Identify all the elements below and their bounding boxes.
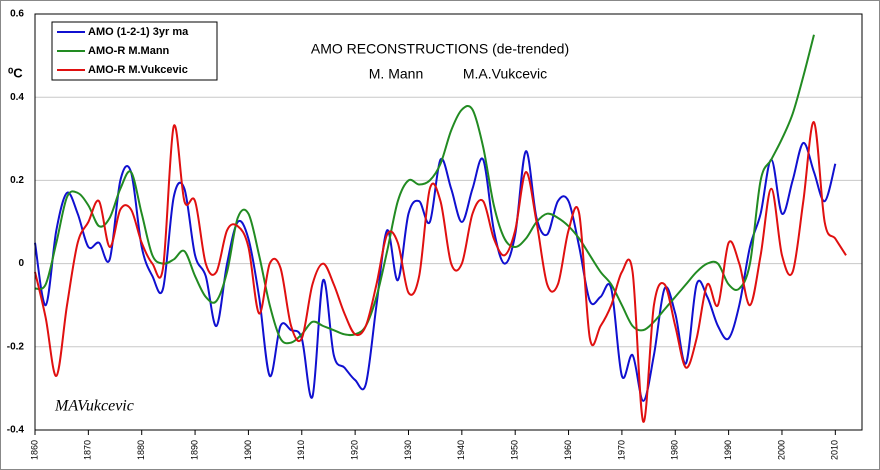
x-tick-label: 1990: [723, 440, 733, 460]
y-tick-label: 0: [18, 258, 24, 269]
x-tick-label: 1920: [350, 440, 360, 460]
annotation: MAVukcevic: [54, 398, 134, 415]
x-tick-label: 1980: [670, 440, 680, 460]
lines: [34, 34, 847, 423]
x-tick-label: 1970: [616, 440, 626, 460]
y-axis-label: ⁰C: [8, 65, 23, 80]
x-tick-label: 1950: [510, 440, 520, 460]
subtitle: M. Mann: [369, 66, 423, 82]
y-tick-label: 0.6: [10, 9, 24, 20]
x-tick-label: 1890: [189, 440, 199, 460]
y-tick-label: 0.2: [10, 175, 24, 186]
x-tick-label: 1960: [563, 440, 573, 460]
x-tick-label: 1940: [456, 440, 466, 460]
y-tick-label: -0.4: [7, 425, 25, 436]
x-tick-label: 1930: [403, 440, 413, 460]
series-line: [34, 141, 837, 402]
x-tick-label: 1860: [29, 440, 39, 460]
x-tick-label: 2000: [776, 440, 786, 460]
y-tick-label: 0.4: [10, 92, 24, 103]
x-tick-label: 1870: [83, 440, 93, 460]
legend-label: AMO-R M.Vukcevic: [88, 64, 188, 76]
x-tick-label: 2010: [830, 440, 840, 460]
legend-label: AMO-R M.Mann: [88, 45, 170, 57]
subtitle: M.A.Vukcevic: [463, 66, 547, 82]
x-tick-label: 1910: [296, 440, 306, 460]
x-tick-label: 1900: [243, 440, 253, 460]
y-tick-label: -0.2: [7, 341, 25, 352]
legend-label: AMO (1-2-1) 3yr ma: [88, 26, 189, 38]
plot-border: [34, 13, 863, 431]
chart-title: AMO RECONSTRUCTIONS (de-trended): [311, 41, 569, 57]
x-tick-label: 1880: [136, 440, 146, 460]
legend: AMO (1-2-1) 3yr ma AMO-R M.Mann AMO-R M.Vu…: [51, 21, 218, 81]
series-line: [34, 121, 847, 423]
